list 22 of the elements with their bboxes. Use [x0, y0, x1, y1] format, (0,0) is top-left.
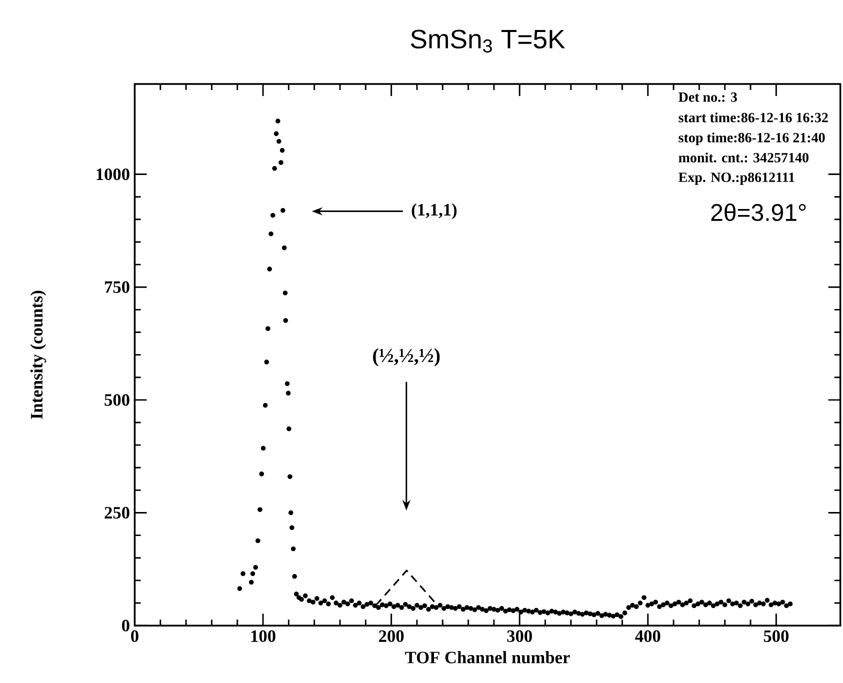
y-axis-title: Intensity (counts): [30, 290, 46, 420]
annotation: monit. cnt.: 34257140: [678, 152, 808, 162]
x-tick-label: 500: [764, 630, 789, 642]
y-tick-label: 750: [104, 281, 130, 293]
annotation: Det no.: 3: [678, 92, 737, 102]
y-tick-label: 1000: [96, 168, 130, 180]
x-tick-label: 0: [131, 630, 138, 642]
x-tick-label: 300: [507, 630, 532, 642]
annotation: (1,1,1): [412, 203, 457, 220]
annotation: start time:86-12-16 16:32: [678, 112, 828, 122]
annotation: (½,½,½): [373, 348, 440, 366]
x-axis-title: TOF Channel number: [405, 651, 570, 664]
annotation: 2θ=3.91°: [711, 203, 806, 222]
x-tick-label: 400: [635, 630, 660, 642]
x-tick-label: 200: [379, 630, 404, 642]
annotation: stop time:86-12-16 21:40: [678, 132, 825, 146]
annotation: Exp. NO.:p8612111: [678, 172, 794, 185]
y-tick-label: 0: [122, 620, 130, 632]
x-tick-label: 100: [251, 630, 276, 642]
y-tick-label: 250: [104, 506, 130, 519]
chart-title: SmSn$_{3}$ T=5K: [410, 30, 566, 53]
y-tick-label: 500: [104, 394, 130, 406]
